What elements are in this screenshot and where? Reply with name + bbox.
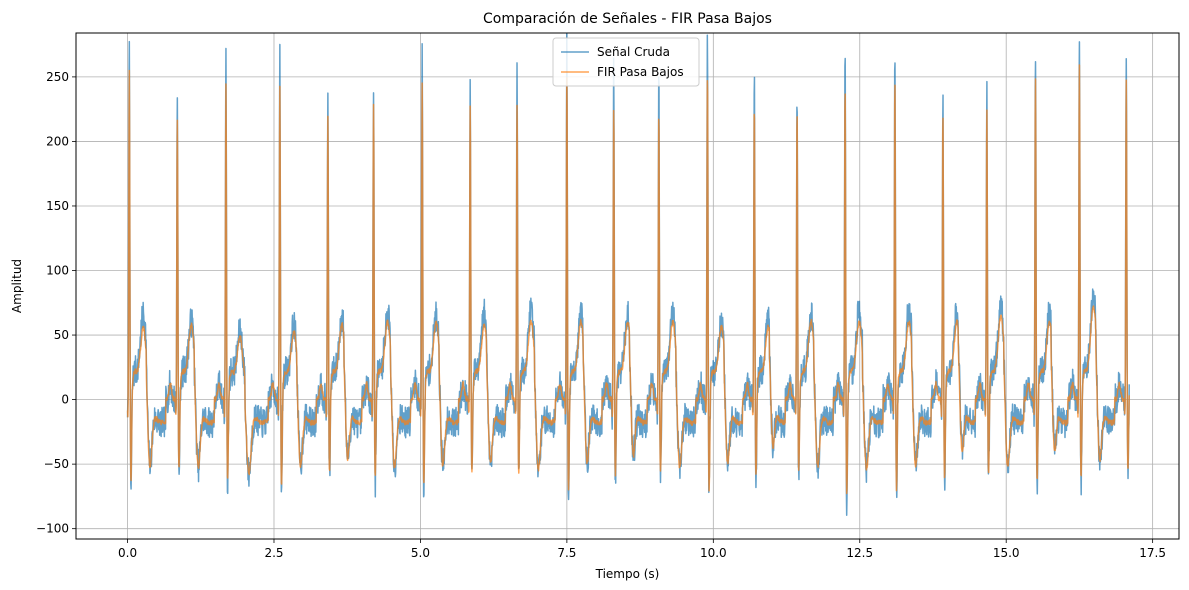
y-tick-label: 200	[46, 134, 69, 148]
x-tick-label: 7.5	[557, 546, 576, 560]
x-axis-ticks: 0.0 2.5 5.0 7.5 10.0 12.5 15.0 17.5	[118, 539, 1166, 560]
legend-box	[552, 37, 700, 87]
y-tick-label: 50	[54, 328, 69, 342]
chart-title: Comparación de Señales - FIR Pasa Bajos	[483, 11, 772, 27]
plot-frame	[75, 32, 1180, 540]
x-tick-label: 5.0	[411, 546, 430, 560]
x-tick-label: 17.5	[1139, 546, 1166, 560]
series-layer	[126, 33, 1130, 516]
y-axis-label: Amplitud	[10, 259, 24, 313]
x-axis-label: Tiempo (s)	[595, 567, 660, 581]
y-tick-label: 100	[46, 264, 69, 278]
y-tick-label: −100	[36, 522, 69, 536]
y-tick-label: −50	[44, 457, 69, 471]
legend-label: Señal Cruda	[597, 45, 670, 59]
legend-label: FIR Pasa Bajos	[597, 65, 684, 79]
x-tick-label: 10.0	[700, 546, 727, 560]
y-tick-label: 150	[46, 199, 69, 213]
x-tick-label: 0.0	[118, 546, 137, 560]
grid	[76, 33, 1179, 539]
y-tick-label: 250	[46, 70, 69, 84]
legend: Señal Cruda FIR Pasa Bajos	[552, 37, 700, 87]
y-axis-ticks: −100 −50 0 50 100 150 200 250	[36, 70, 76, 536]
y-tick-label: 0	[61, 393, 69, 407]
x-tick-label: 2.5	[264, 546, 283, 560]
series-line-1	[126, 64, 1130, 495]
series-line-0	[126, 33, 1130, 516]
x-tick-label: 12.5	[846, 546, 873, 560]
x-tick-label: 15.0	[993, 546, 1020, 560]
